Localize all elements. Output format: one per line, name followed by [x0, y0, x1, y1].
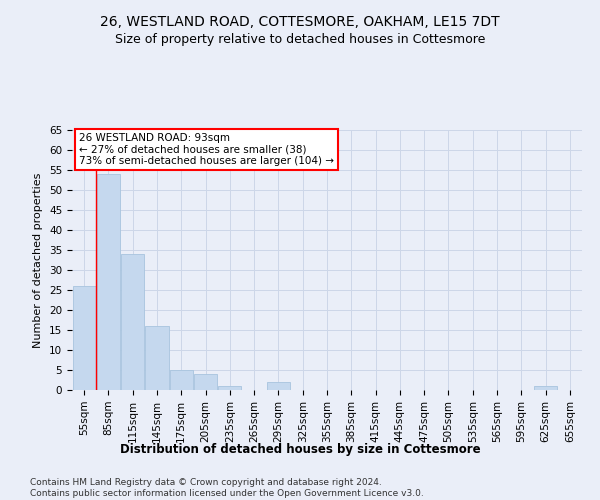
Bar [145, 326, 169, 390]
Bar [170, 370, 193, 390]
Text: 26 WESTLAND ROAD: 93sqm
← 27% of detached houses are smaller (38)
73% of semi-de: 26 WESTLAND ROAD: 93sqm ← 27% of detache… [79, 133, 334, 166]
Bar [97, 174, 120, 390]
Bar [121, 254, 144, 390]
Bar [194, 374, 217, 390]
Bar [218, 386, 241, 390]
Text: Size of property relative to detached houses in Cottesmore: Size of property relative to detached ho… [115, 32, 485, 46]
Bar [267, 382, 290, 390]
Text: 26, WESTLAND ROAD, COTTESMORE, OAKHAM, LE15 7DT: 26, WESTLAND ROAD, COTTESMORE, OAKHAM, L… [100, 15, 500, 29]
Bar [534, 386, 557, 390]
Bar [73, 286, 95, 390]
Text: Distribution of detached houses by size in Cottesmore: Distribution of detached houses by size … [119, 442, 481, 456]
Text: Contains HM Land Registry data © Crown copyright and database right 2024.
Contai: Contains HM Land Registry data © Crown c… [30, 478, 424, 498]
Y-axis label: Number of detached properties: Number of detached properties [34, 172, 43, 348]
